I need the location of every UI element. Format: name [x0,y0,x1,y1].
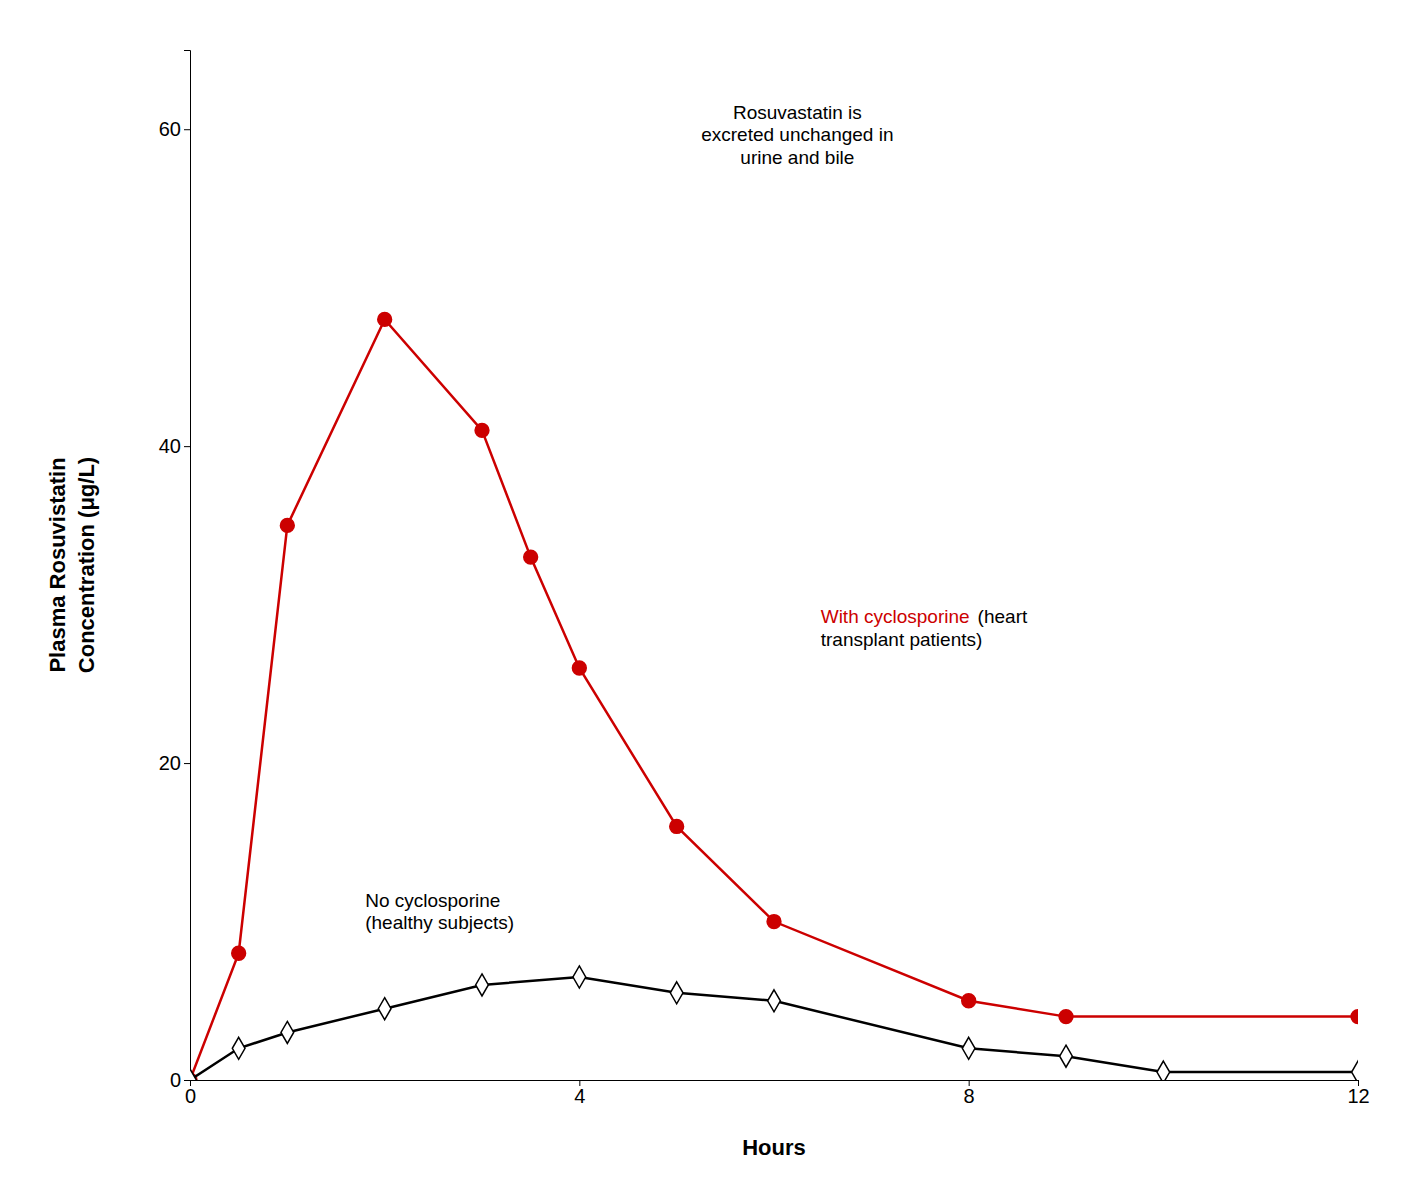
y-axis-title: Plasma RosuvistatinConcentration (μg/L) [45,457,99,673]
y-axis-title-line: Plasma Rosuvistatin [45,457,70,672]
x-axis: 0 4 8 12 [185,1080,1370,1107]
x-tick-label: 4 [574,1085,585,1107]
y-tick-label: 60 [159,118,181,140]
y-tick-label: 40 [159,435,181,457]
y-tick-label: 20 [159,752,181,774]
x-tick-label: 8 [964,1085,975,1107]
y-axis-title-line: Concentration (μg/L) [74,457,99,673]
series-marker [670,820,684,834]
annotation: (hearttransplant patients) [821,606,1028,650]
y-tick-mark [184,763,190,764]
x-tick: 12 [1347,1080,1369,1107]
x-tick-label: 0 [185,1085,196,1107]
series-marker [232,946,246,960]
series-marker [1060,1045,1073,1067]
y-tick-mark [184,129,190,130]
series-line [190,977,1358,1080]
y-axis: 0 20 40 60 [159,51,191,1091]
annotation: No cyclosporine(healthy subjects) [365,890,514,934]
series-marker [378,998,391,1020]
annotation: With cyclosporine [821,606,970,627]
series-marker [476,974,489,996]
series-marker [1352,1061,1358,1080]
y-tick-label: 0 [170,1069,181,1091]
series-marker [1157,1061,1170,1080]
series-marker [280,518,294,532]
annotation: Rosuvastatin isexcreted unchanged inurin… [701,102,893,169]
series-marker [524,550,538,564]
annotation-line: (healthy subjects) [365,912,514,933]
y-tick: 60 [159,118,190,140]
y-axis-line [184,51,191,1081]
series-marker [1351,1010,1358,1024]
series-marker [767,915,781,929]
series-marker [573,966,586,988]
series-marker [281,1021,294,1043]
x-tick: 4 [574,1080,585,1107]
series-marker [232,1037,245,1059]
series-marker [670,982,683,1004]
series-marker [962,1037,975,1059]
plot-marks [190,312,1358,1080]
series [190,966,1358,1080]
y-tick-mark [184,446,190,447]
x-tick: 8 [964,1080,975,1107]
series-marker [768,990,781,1012]
x-axis-title: Hours [742,1135,806,1160]
annotation-line: excreted unchanged in [701,124,893,145]
series-marker [962,994,976,1008]
series-line [190,319,1358,1080]
annotation-line: urine and bile [740,147,854,168]
series-marker [1059,1010,1073,1024]
chart: 0 4 8 12 0 20 40 60 Hours Plasma RosuvistatinConc… [0,0,1428,1200]
series-marker [378,312,392,326]
y-tick-mark [184,1080,190,1081]
x-axis-line [191,1081,1359,1087]
series-marker [475,423,489,437]
series-marker [190,1069,196,1080]
x-tick-label: 12 [1347,1085,1369,1107]
series-marker [572,661,586,675]
annotation-line: No cyclosporine [365,890,500,911]
y-tick: 40 [159,435,190,457]
y-tick: 0 [170,1069,190,1091]
annotation-line: (heart [978,606,1028,627]
x-tick: 0 [185,1080,196,1107]
annotation-line: With cyclosporine [821,606,970,627]
annotation-line: Rosuvastatin is [733,102,862,123]
annotation-line: transplant patients) [821,629,983,650]
y-tick: 20 [159,752,190,774]
series [190,312,1358,1080]
